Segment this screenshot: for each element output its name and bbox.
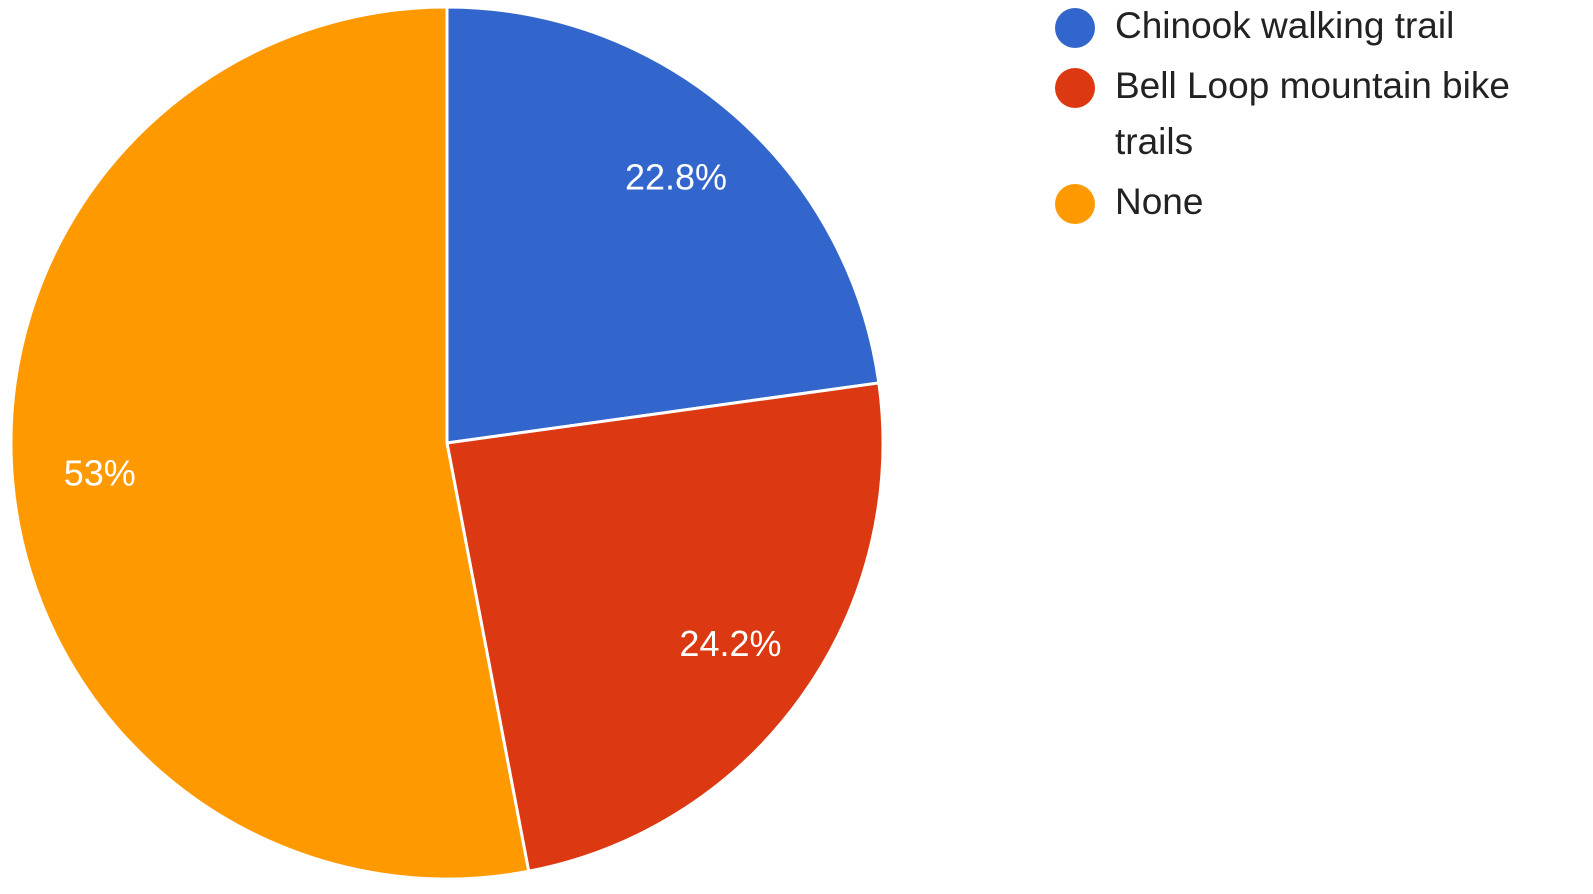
- pie-area: 22.8% 24.2% 53%: [9, 5, 885, 881]
- legend: Chinook walking trail Bell Loop mountain …: [1055, 4, 1575, 240]
- slice-label: 22.8%: [625, 156, 727, 197]
- pie-slice: [445, 381, 885, 874]
- legend-item: Bell Loop mountain bike trails: [1055, 64, 1575, 170]
- legend-swatch: [1055, 68, 1095, 108]
- legend-swatch: [1055, 8, 1095, 48]
- legend-swatch: [1055, 184, 1095, 224]
- slice-label: 53%: [64, 452, 136, 493]
- legend-label: Bell Loop mountain bike trails: [1115, 65, 1510, 162]
- legend-item: None: [1055, 180, 1575, 230]
- legend-label: Chinook walking trail: [1115, 5, 1455, 46]
- slice-label: 24.2%: [679, 623, 781, 664]
- legend-label: None: [1115, 181, 1204, 222]
- pie-slice: [9, 5, 531, 881]
- pie-slice: [445, 5, 881, 445]
- legend-item: Chinook walking trail: [1055, 4, 1575, 54]
